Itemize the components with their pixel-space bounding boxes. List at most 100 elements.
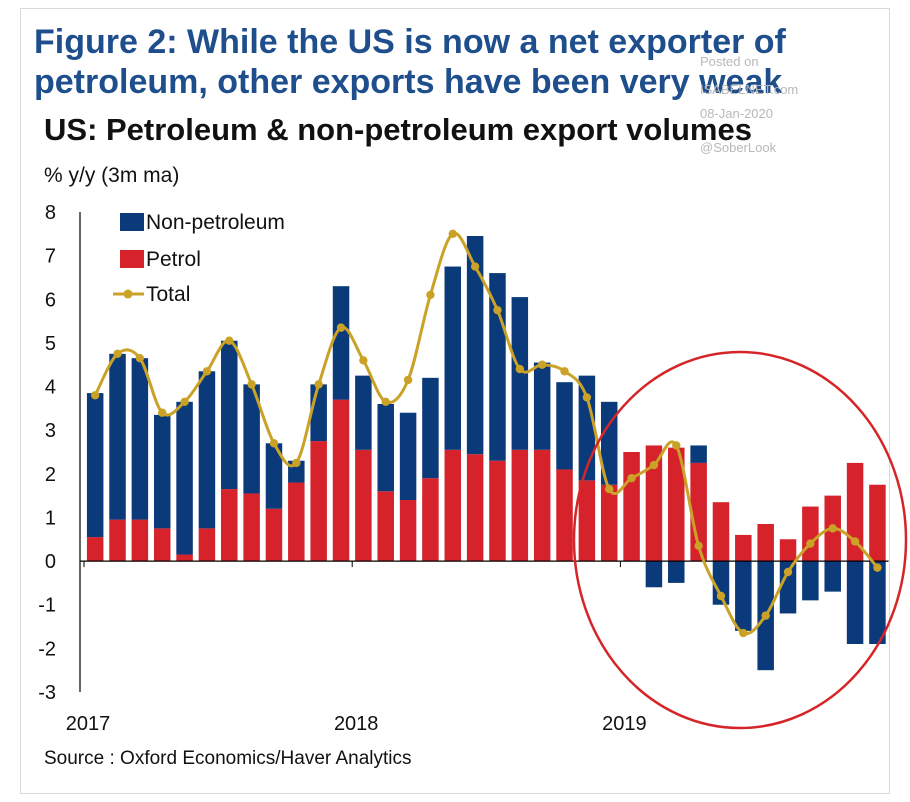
bar-petrol [422, 478, 439, 562]
total-point [537, 360, 547, 369]
y-tick-label: 0 [45, 551, 56, 573]
figure-title: Figure 2: While the US is now a net expo… [34, 23, 786, 101]
bar-petrol [198, 528, 216, 562]
bar-petrol [668, 447, 685, 562]
total-point [515, 364, 525, 374]
y-tick-label: 6 [45, 289, 56, 311]
y-tick-label: 8 [45, 202, 56, 224]
bar-petrol [176, 554, 193, 562]
bar-non-petroleum [511, 297, 529, 450]
bar-non-petroleum [131, 358, 149, 520]
total-point [180, 397, 189, 407]
bar-non-petroleum [310, 384, 327, 442]
bar-petrol [444, 449, 462, 562]
bar-non-petroleum [645, 561, 663, 588]
bar-petrol [332, 399, 350, 562]
total-point [403, 375, 413, 385]
bar-petrol [466, 454, 484, 562]
total-point [560, 367, 569, 376]
x-tick-label: 2019 [602, 713, 647, 735]
bar-petrol [310, 441, 327, 562]
bar-non-petroleum [86, 393, 104, 538]
bar-non-petroleum [533, 362, 551, 450]
bar-non-petroleum [735, 561, 752, 631]
source-note: Source : Oxford Economics/Haver Analytic… [44, 748, 412, 769]
bar-petrol [757, 524, 774, 562]
bar-non-petroleum [869, 561, 886, 644]
bar-petrol [802, 506, 819, 562]
bar-petrol [489, 460, 506, 562]
bar-petrol [623, 452, 640, 562]
bar-non-petroleum [399, 412, 417, 500]
y-tick-label: -3 [38, 682, 56, 704]
bar-petrol [288, 482, 305, 562]
bar-non-petroleum [802, 561, 819, 601]
total-point [761, 611, 770, 620]
bar-non-petroleum [779, 561, 797, 614]
total-point [158, 408, 167, 417]
bar-petrol [735, 534, 752, 562]
bar-non-petroleum [690, 445, 707, 463]
total-point [649, 460, 659, 470]
total-point [828, 524, 837, 533]
total-point [470, 262, 480, 271]
bar-non-petroleum [824, 561, 841, 592]
bar-non-petroleum [668, 561, 685, 583]
watermark-line-3: 08-Jan-2020 [700, 106, 773, 121]
highlight-circle [572, 350, 908, 730]
total-point [783, 567, 793, 577]
bar-non-petroleum [332, 286, 350, 400]
bar-petrol [533, 449, 551, 562]
x-tick-label: 2018 [334, 713, 379, 735]
bar-non-petroleum [422, 377, 439, 479]
bar-petrol [600, 484, 618, 562]
bar-non-petroleum [243, 384, 260, 494]
bar-non-petroleum [355, 375, 372, 450]
total-point [225, 336, 234, 345]
bar-petrol [578, 480, 596, 562]
bar-non-petroleum [489, 273, 506, 461]
y-tick-label: 1 [45, 507, 56, 529]
chart-title: US: Petroleum & non-petroleum export vol… [44, 112, 752, 147]
bar-petrol [377, 491, 394, 562]
legend-swatch [120, 250, 144, 268]
total-point [448, 229, 457, 239]
bar-non-petroleum [466, 236, 484, 455]
chart-frame [20, 8, 890, 794]
bar-petrol [355, 449, 372, 562]
bar-non-petroleum [221, 340, 238, 490]
bar-petrol [243, 493, 260, 562]
total-point [873, 563, 882, 572]
total-point [292, 458, 301, 468]
watermark-line-4: @SoberLook [700, 140, 777, 155]
total-point [90, 391, 100, 400]
total-point [672, 441, 681, 450]
legend-label: Petrol [146, 248, 201, 271]
y-tick-label: -2 [38, 638, 56, 660]
total-point [716, 591, 726, 601]
legend-swatch [120, 213, 144, 231]
bar-non-petroleum [377, 404, 394, 492]
total-point [314, 380, 323, 389]
total-point [426, 290, 435, 300]
bar-petrol [221, 489, 238, 562]
legend-label: Non-petroleum [146, 211, 285, 234]
total-point [605, 484, 614, 494]
bar-non-petroleum [198, 371, 216, 529]
total-point [336, 323, 346, 332]
bar-non-petroleum [600, 401, 618, 485]
bar-non-petroleum [444, 266, 462, 450]
y-tick-label: 3 [45, 420, 56, 442]
watermark-line-1: Posted on [700, 54, 759, 69]
bar-petrol [556, 469, 573, 562]
total-point [247, 380, 256, 389]
bar-non-petroleum [846, 561, 864, 644]
legend-label: Total [146, 283, 190, 306]
bar-non-petroleum [265, 443, 283, 509]
watermark-line-2: ISABELNET.com [700, 82, 799, 97]
total-point [739, 628, 748, 638]
bar-petrol [131, 519, 149, 562]
bar-non-petroleum [153, 414, 171, 529]
bar-petrol [712, 502, 730, 562]
